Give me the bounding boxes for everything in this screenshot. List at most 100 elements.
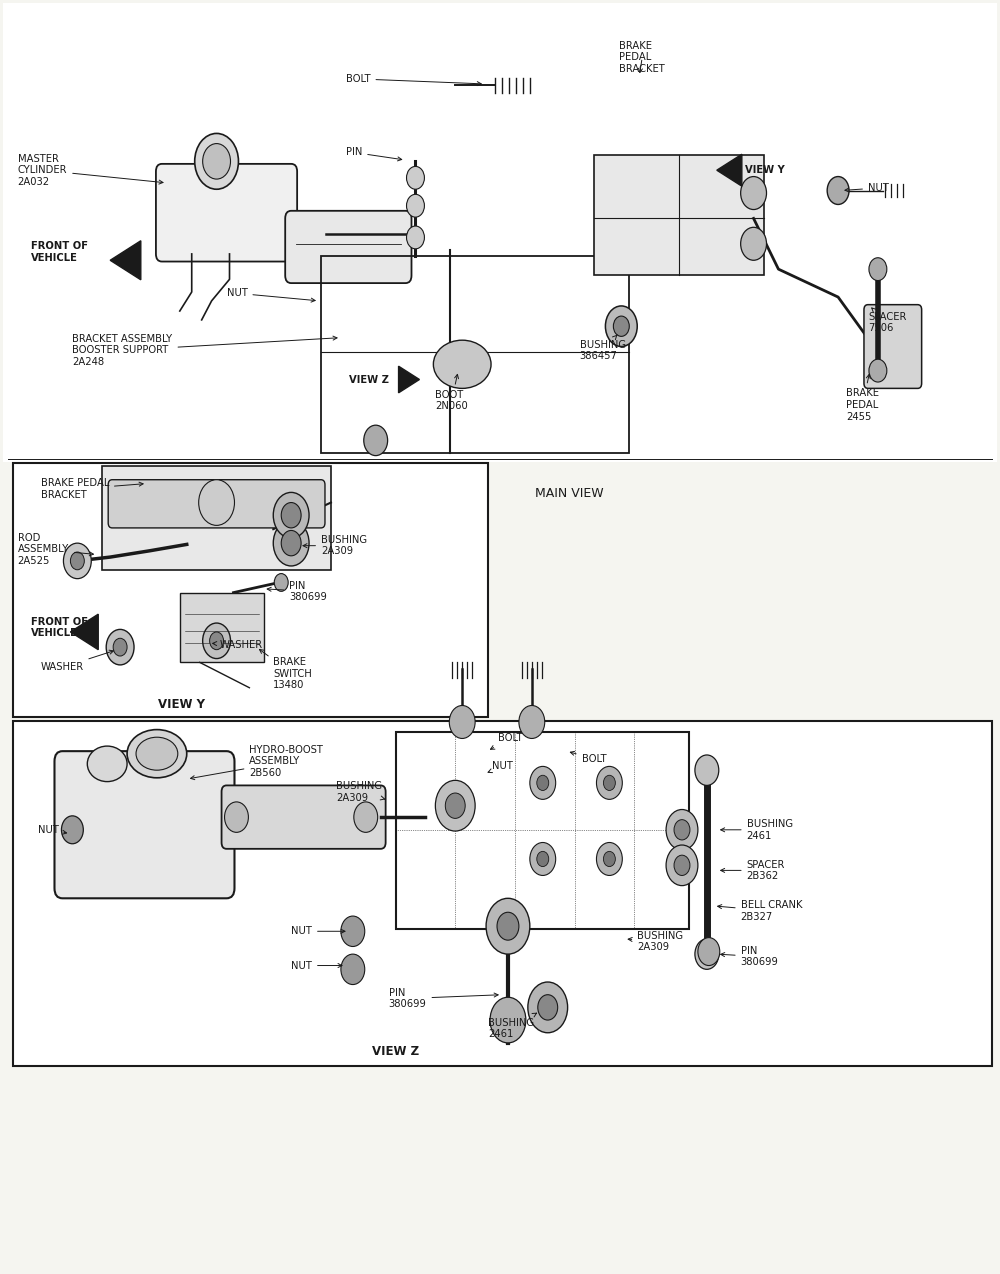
Text: BRAKE
PEDAL
BRACKET: BRAKE PEDAL BRACKET [619, 41, 665, 74]
Circle shape [674, 855, 690, 875]
Circle shape [225, 801, 248, 832]
Circle shape [695, 939, 719, 970]
Circle shape [106, 629, 134, 665]
Bar [13, 721, 992, 1066]
FancyBboxPatch shape [222, 785, 386, 848]
FancyBboxPatch shape [594, 155, 764, 275]
Circle shape [596, 842, 622, 875]
Text: BUSHING
2461: BUSHING 2461 [488, 1013, 537, 1040]
Text: FRONT OF
VEHICLE: FRONT OF VEHICLE [31, 617, 88, 638]
Circle shape [666, 809, 698, 850]
Circle shape [199, 480, 234, 525]
Text: BRAKE
PEDAL
2455: BRAKE PEDAL 2455 [846, 375, 879, 422]
Text: BUSHING
2A309: BUSHING 2A309 [628, 930, 683, 952]
Text: PIN
380699: PIN 380699 [721, 945, 779, 967]
Circle shape [741, 177, 767, 209]
FancyBboxPatch shape [108, 480, 325, 527]
Circle shape [530, 767, 556, 799]
Circle shape [537, 776, 549, 790]
Text: BRACKET ASSEMBLY
BOOSTER SUPPORT
2A248: BRACKET ASSEMBLY BOOSTER SUPPORT 2A248 [72, 334, 337, 367]
Text: HYDRO-BOOST
ASSEMBLY
2B560: HYDRO-BOOST ASSEMBLY 2B560 [191, 745, 323, 780]
FancyBboxPatch shape [180, 592, 264, 662]
Text: VIEW Z: VIEW Z [349, 375, 389, 385]
Text: PIN
380699: PIN 380699 [389, 987, 498, 1009]
Circle shape [354, 801, 378, 832]
FancyBboxPatch shape [285, 210, 411, 283]
Circle shape [666, 845, 698, 885]
Text: PIN
380699: PIN 380699 [267, 581, 327, 603]
Bar [396, 733, 689, 929]
Circle shape [274, 573, 288, 591]
Circle shape [281, 502, 301, 527]
Text: BUSHING
2A309: BUSHING 2A309 [303, 535, 367, 557]
Circle shape [605, 306, 637, 347]
Circle shape [490, 998, 526, 1043]
Circle shape [519, 706, 545, 739]
Circle shape [603, 851, 615, 866]
Circle shape [445, 792, 465, 818]
Circle shape [613, 316, 629, 336]
Bar [3, 3, 997, 462]
Text: BELL CRANK
2B327: BELL CRANK 2B327 [718, 901, 802, 922]
Circle shape [741, 227, 767, 260]
Circle shape [528, 982, 568, 1033]
Text: BOLT: BOLT [346, 74, 481, 85]
Circle shape [695, 755, 719, 785]
Text: BRAKE
SWITCH
13480: BRAKE SWITCH 13480 [259, 650, 312, 691]
Text: VIEW Z: VIEW Z [372, 1045, 419, 1059]
Circle shape [203, 144, 231, 180]
Text: NUT: NUT [227, 288, 315, 302]
Circle shape [827, 177, 849, 204]
FancyBboxPatch shape [102, 466, 331, 569]
Text: SPACER
2B362: SPACER 2B362 [721, 860, 785, 882]
Circle shape [537, 851, 549, 866]
Text: BRAKE PEDAL
BRACKET: BRAKE PEDAL BRACKET [41, 479, 143, 499]
Circle shape [449, 706, 475, 739]
Circle shape [407, 225, 424, 248]
Text: FRONT OF
VEHICLE: FRONT OF VEHICLE [31, 241, 88, 262]
Circle shape [407, 195, 424, 217]
Text: NUT: NUT [845, 183, 889, 192]
Circle shape [281, 530, 301, 555]
Text: VIEW Y: VIEW Y [158, 698, 205, 711]
Circle shape [435, 781, 475, 831]
Text: NUT: NUT [291, 926, 345, 936]
Circle shape [341, 916, 365, 947]
Text: NUT: NUT [38, 824, 67, 834]
Polygon shape [70, 614, 98, 650]
Text: BOLT: BOLT [490, 734, 523, 749]
Circle shape [698, 938, 720, 966]
Circle shape [364, 426, 388, 456]
FancyBboxPatch shape [156, 164, 297, 261]
Text: BOOT
2N060: BOOT 2N060 [435, 375, 468, 412]
Ellipse shape [433, 340, 491, 389]
Circle shape [486, 898, 530, 954]
Circle shape [273, 492, 309, 538]
Circle shape [596, 767, 622, 799]
FancyBboxPatch shape [864, 304, 922, 389]
Circle shape [407, 167, 424, 190]
Circle shape [341, 954, 365, 985]
Text: BUSHING
2A309: BUSHING 2A309 [336, 781, 385, 803]
Ellipse shape [136, 738, 178, 771]
Circle shape [203, 623, 231, 659]
Circle shape [113, 638, 127, 656]
Text: ROD
ASSEMBLY
2A525: ROD ASSEMBLY 2A525 [18, 533, 93, 566]
Circle shape [869, 359, 887, 382]
Text: MAIN VIEW: MAIN VIEW [535, 487, 604, 501]
Text: NUT: NUT [488, 762, 513, 772]
Ellipse shape [87, 747, 127, 782]
Circle shape [210, 632, 224, 650]
Text: BUSHING
2461: BUSHING 2461 [721, 819, 793, 841]
Circle shape [530, 842, 556, 875]
Text: BOLT: BOLT [570, 752, 606, 764]
Text: MASTER
CYLINDER
2A032: MASTER CYLINDER 2A032 [18, 154, 163, 187]
Bar [321, 256, 629, 454]
Circle shape [273, 520, 309, 566]
Text: NUT: NUT [291, 961, 342, 971]
Text: WASHER: WASHER [41, 650, 113, 673]
Bar [13, 464, 488, 717]
Circle shape [603, 776, 615, 790]
Circle shape [70, 552, 84, 569]
Text: VIEW Y: VIEW Y [745, 166, 784, 176]
